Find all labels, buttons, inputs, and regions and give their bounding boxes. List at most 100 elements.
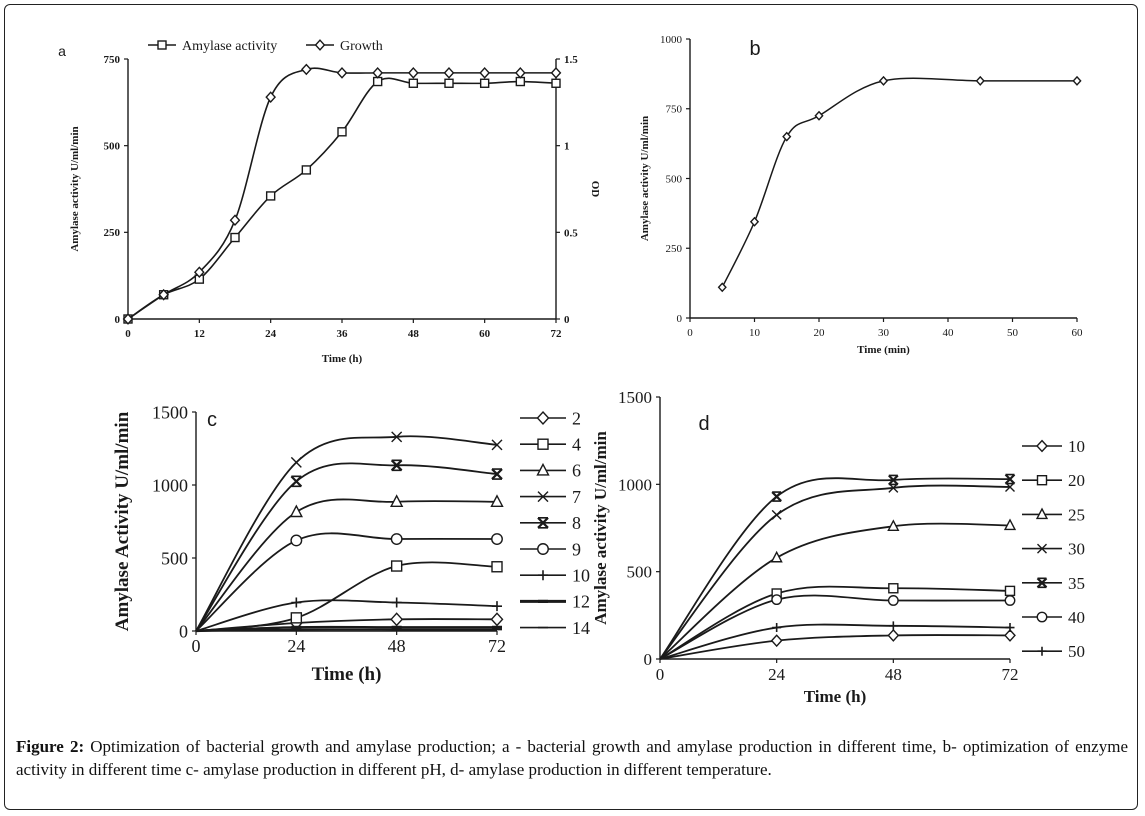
chart-d-data-point-shape <box>888 474 899 486</box>
chart-d-legend-marker-shape <box>1036 439 1048 453</box>
chart-d-data-point <box>888 621 898 631</box>
chart-c-legend-label: 10 <box>572 566 590 586</box>
chart-d-data-point-shape <box>888 621 898 631</box>
chart-c-data-point-shape <box>491 561 503 573</box>
chart-d-data-point <box>771 594 783 606</box>
chart-b-panel-label: b <box>749 38 760 60</box>
chart-b-x-label: Time (min) <box>857 344 910 356</box>
chart-d-data-point-shape <box>1004 473 1016 485</box>
chart-b-data-point-shape <box>717 282 727 293</box>
chart-d-x-tick-label: 48 <box>885 665 902 684</box>
chart-d-panel-label: d <box>698 413 709 435</box>
chart-a-data-point <box>265 91 277 103</box>
chart-c-legend-marker <box>537 438 549 450</box>
chart-a-data-point <box>444 78 454 88</box>
chart-c-data-point-shape <box>391 431 403 443</box>
chart-a-data-point-shape <box>550 67 562 79</box>
chart-b-y-tick-label: 750 <box>666 104 683 116</box>
chart-c-data-point-shape <box>289 504 303 518</box>
chart-d-legend-marker-shape <box>1037 646 1047 656</box>
chart-a-data-point-shape <box>514 67 526 79</box>
chart-d-legend-marker-shape <box>1036 577 1048 589</box>
chart-d-legend-marker <box>1036 611 1048 623</box>
chart-a-y2-label: OD <box>589 181 601 198</box>
chart-d-data-point-shape <box>1004 585 1016 597</box>
chart-a-data-point <box>193 266 205 279</box>
chart-b-data-point-shape <box>1072 75 1082 86</box>
chart-d-data-point-bar <box>888 474 898 486</box>
chart-a-data-point-shape <box>337 127 347 137</box>
chart-d-data-point-shape <box>1005 623 1015 633</box>
chart-a-data-point-shape <box>444 78 454 88</box>
chart-a-data-point-shape <box>407 67 419 79</box>
chart-c-legend-marker <box>536 410 550 426</box>
chart-a-data-point-shape <box>229 214 241 227</box>
chart-c-data-point <box>290 475 303 488</box>
chart-d-data-point <box>771 509 782 520</box>
chart-b-x-tick-label: 20 <box>814 327 826 339</box>
chart-d-x-tick-label: 72 <box>1002 665 1019 684</box>
chart-a-data-point <box>301 165 312 175</box>
chart-c-series-line <box>195 462 498 632</box>
chart-d-data-point <box>887 628 900 642</box>
chart-a-x-tick-label: 12 <box>194 328 206 340</box>
chart-d-data-point-shape <box>770 634 783 648</box>
chart-c-legend-marker <box>537 517 549 529</box>
chart-b-y-tick-label: 0 <box>677 313 683 325</box>
figure-caption: Figure 2: Optimization of bacterial grow… <box>16 735 1128 781</box>
chart-a-y2-tick-label: 1.5 <box>564 54 578 66</box>
chart-a-data-point-shape <box>300 63 312 76</box>
chart-b-x-tick-label: 0 <box>687 327 693 339</box>
chart-a-data-point <box>408 78 419 88</box>
chart-a-data-point-shape <box>193 266 205 279</box>
chart-b-data-point-shape <box>878 75 889 86</box>
chart-d-data-point <box>1004 595 1016 606</box>
chart-c-legend-label: 2 <box>572 408 581 428</box>
chart-d-data-point <box>771 491 782 502</box>
chart-c-y-tick-label: 0 <box>179 621 188 641</box>
chart-a-data-point-shape <box>515 76 526 87</box>
chart-b-y-tick-label: 1000 <box>660 34 683 46</box>
chart-c-data-point <box>390 612 404 627</box>
chart-b-data-point <box>878 75 889 86</box>
chart-d-legend-marker <box>1036 475 1048 486</box>
chart-a-data-point <box>265 191 276 201</box>
chart-d-legend-marker <box>1036 577 1048 589</box>
chart-c-legend-label: 9 <box>572 539 581 559</box>
chart-d-data-point-shape <box>887 628 900 642</box>
chart-c-data-point <box>391 431 403 443</box>
chart-d-legend-label: 50 <box>1068 642 1085 661</box>
chart-a-x-label: Time (h) <box>322 353 363 365</box>
chart-c-legend-label: 4 <box>572 435 581 455</box>
chart-c-legend-label: 7 <box>572 487 581 507</box>
chart-d-legend-marker <box>1037 543 1047 554</box>
chart-c-data-point-bar <box>492 468 502 480</box>
chart-c-x-label: Time (h) <box>312 664 382 685</box>
chart-c-data-point-shape <box>290 534 303 547</box>
chart-c-data-point <box>290 612 303 624</box>
chart-d-data-point-shape <box>888 583 899 594</box>
chart-c-legend-label: 14 <box>572 618 590 638</box>
chart-c-data-point <box>390 459 403 472</box>
caption-label: Figure 2: <box>16 737 85 756</box>
chart-a-data-point-shape <box>336 67 348 79</box>
chart-a-data-point <box>372 67 384 79</box>
chart-c-data-point-shape <box>290 475 303 488</box>
chart-a-series-line <box>127 67 556 320</box>
chart-c-data-point <box>490 494 504 507</box>
chart-d-data-point-shape <box>1004 595 1016 606</box>
chart-d-data-point-shape <box>771 594 783 606</box>
chart-a-legend-marker-shape <box>157 40 167 50</box>
chart-d-y-tick-label: 1500 <box>618 388 652 407</box>
chart-d-data-point <box>1004 585 1016 597</box>
chart-d-data-point-shape <box>887 595 899 606</box>
chart-c-data-point <box>391 597 402 608</box>
chart-c-data-point-shape <box>491 533 503 545</box>
chart-c-legend-marker <box>536 462 550 476</box>
chart-a-data-point <box>515 76 526 87</box>
chart-d-series-line <box>659 522 1011 660</box>
chart-b-y-label: Amylase activity U/ml/min <box>639 116 651 241</box>
chart-c-legend-marker-shape <box>536 410 550 426</box>
chart-d-data-point <box>1004 473 1016 485</box>
